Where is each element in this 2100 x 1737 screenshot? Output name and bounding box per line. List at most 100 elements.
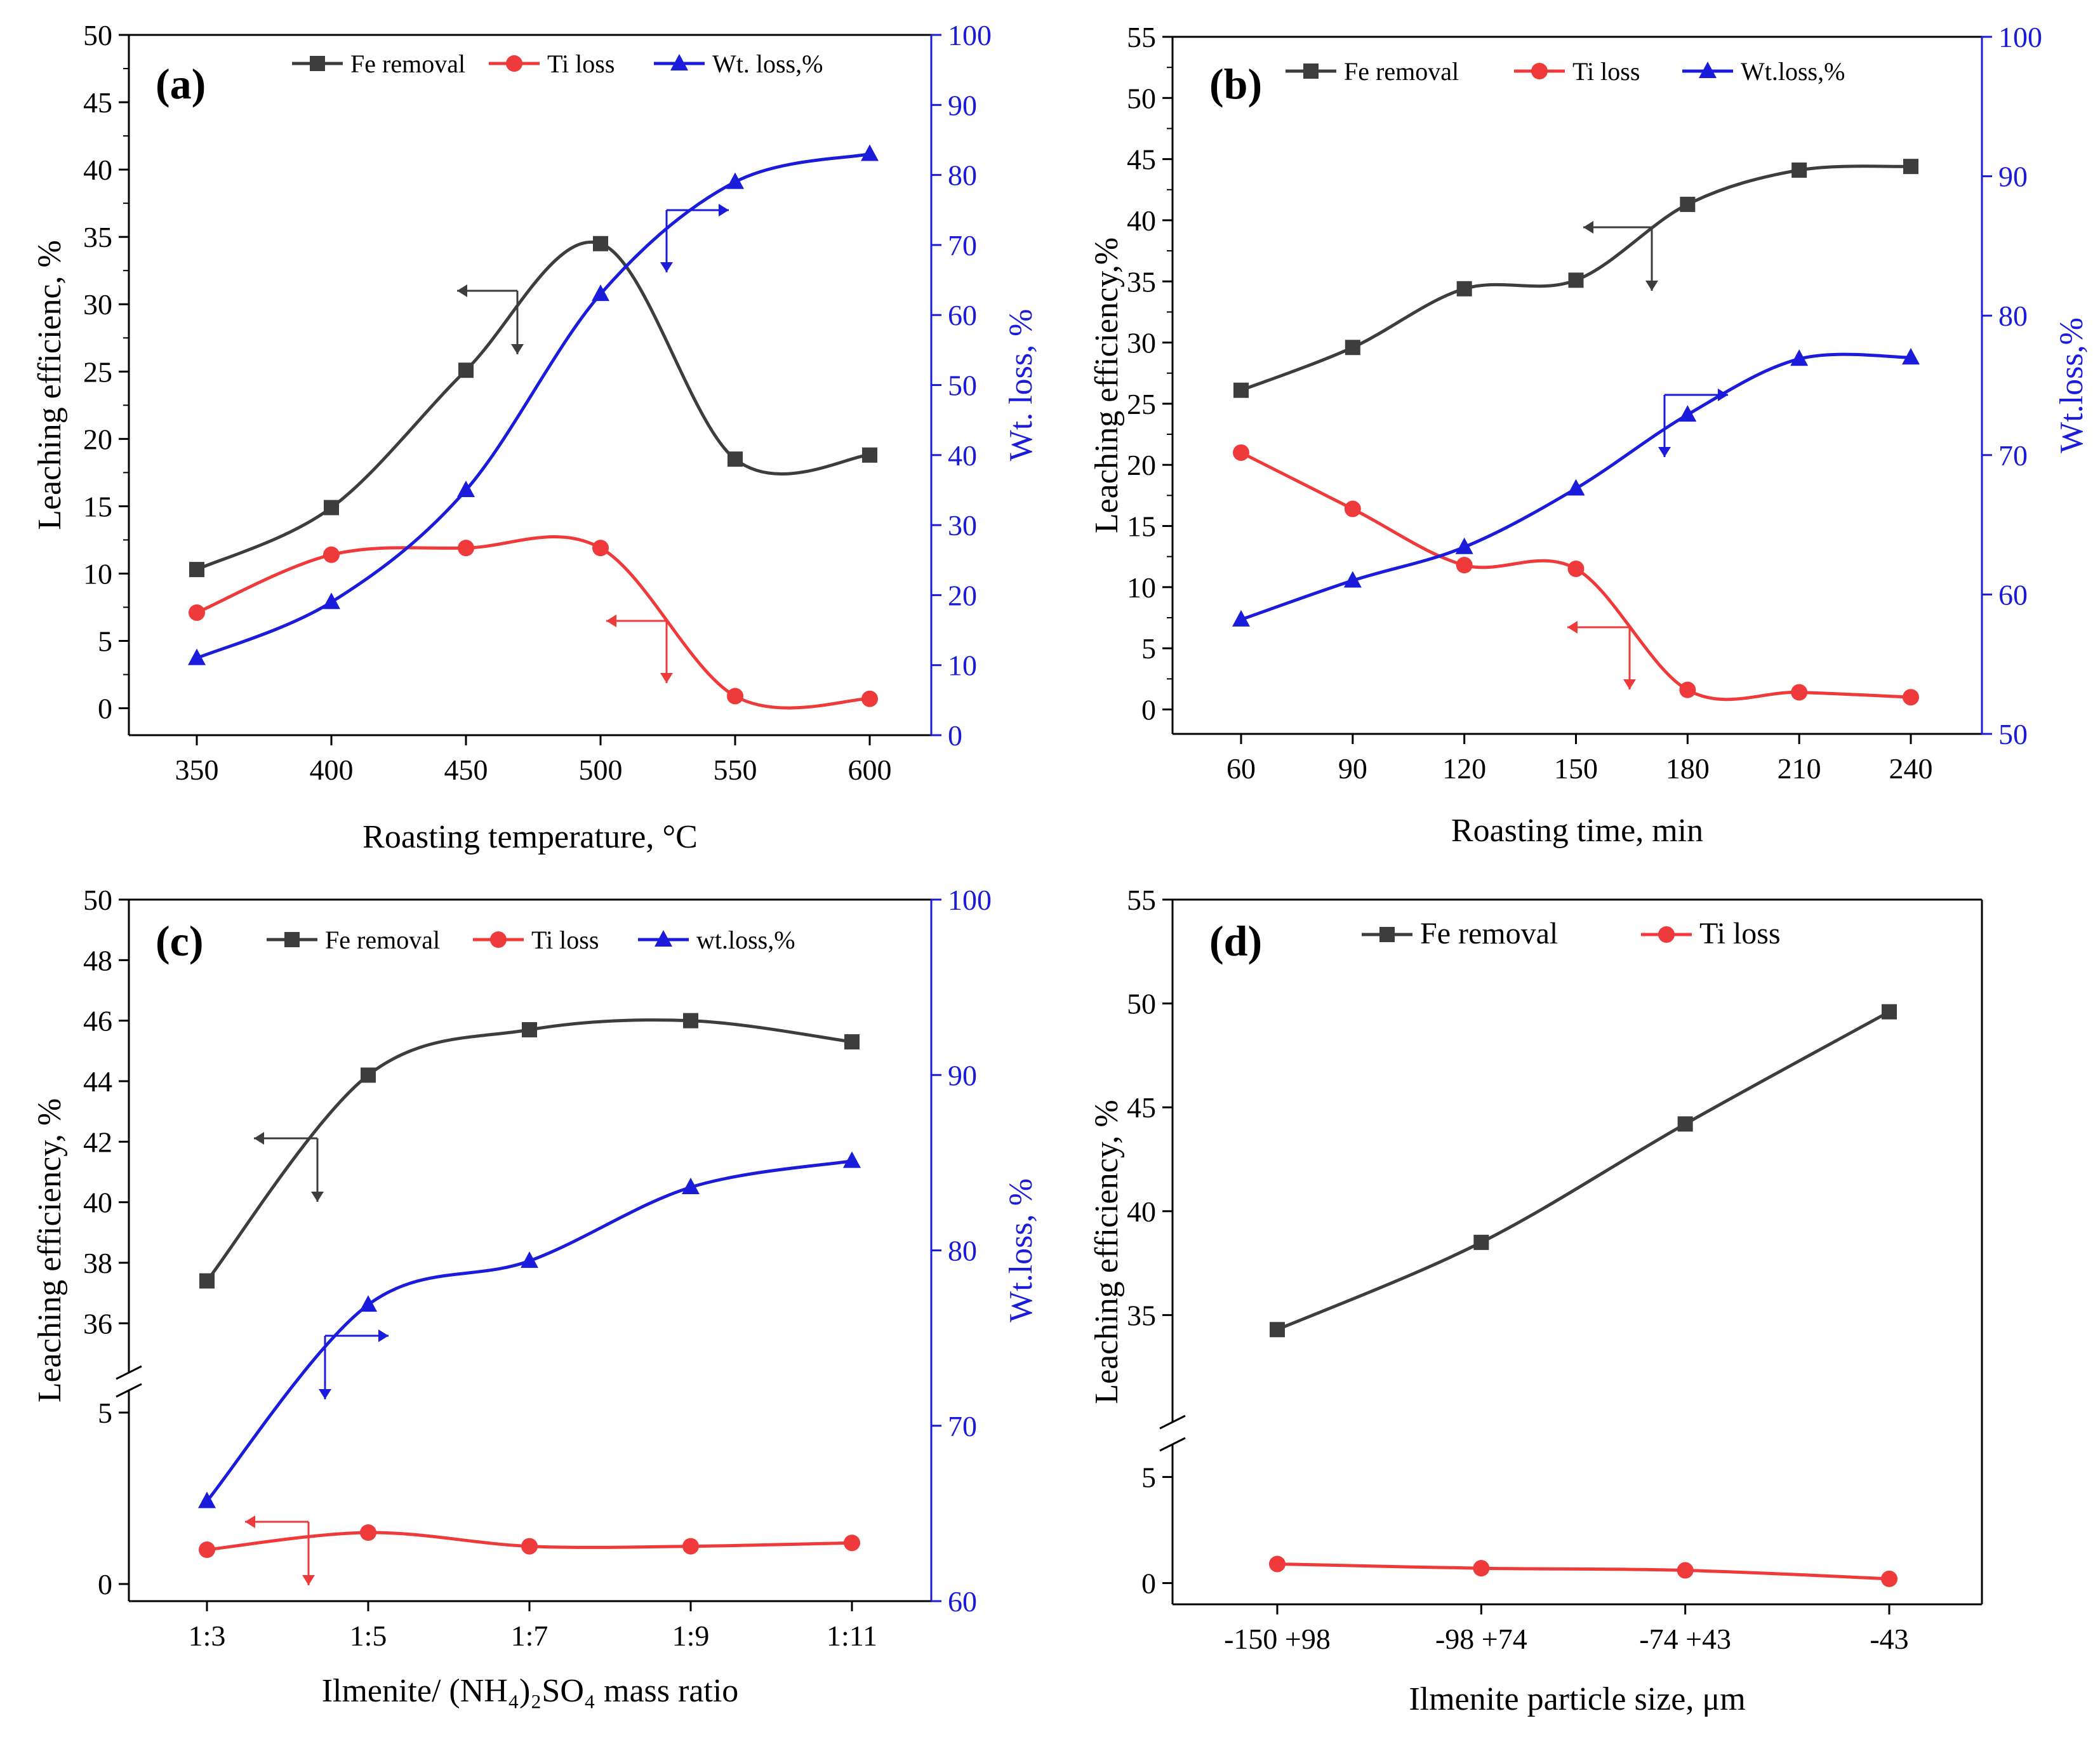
legend-red-marker bbox=[1531, 63, 1548, 79]
arrow-head bbox=[245, 1515, 255, 1528]
legend-black-marker bbox=[310, 56, 325, 71]
y-tick-label: 35 bbox=[1127, 1299, 1156, 1331]
data-point bbox=[1269, 1555, 1286, 1573]
data-point bbox=[682, 1178, 700, 1195]
y-axis-title: Leaching efficiency, % bbox=[32, 1098, 68, 1402]
y-axis-title: Leaching efficiency, % bbox=[1089, 1100, 1125, 1404]
y-tick-label: 10 bbox=[83, 557, 112, 590]
data-point bbox=[199, 1273, 215, 1289]
x-tick-label: 550 bbox=[714, 754, 757, 786]
y2-tick-label: 70 bbox=[948, 1410, 977, 1442]
data-point bbox=[1232, 609, 1250, 627]
data-point bbox=[324, 500, 339, 516]
y2-tick-label: 60 bbox=[948, 299, 977, 331]
x-tick-label: -74 +43 bbox=[1639, 1623, 1731, 1655]
series-line bbox=[1277, 1010, 1891, 1331]
y2-tick-label: 100 bbox=[948, 19, 992, 51]
y-tick-label: 50 bbox=[1127, 82, 1156, 114]
series-blue bbox=[198, 1151, 861, 1508]
panel-label: (b) bbox=[1209, 60, 1262, 108]
axes: 1:3 1:5 1:7 1:9 1:11 0 5 36 38 40 42 44 46 48 50 60 70 80… bbox=[32, 884, 1039, 1709]
data-point bbox=[1233, 382, 1249, 398]
axes: 350 400 450 500 550 6000510152025303540455001… bbox=[32, 19, 1039, 855]
arrow-head bbox=[1583, 221, 1593, 234]
legend-label: Wt.loss,% bbox=[1741, 57, 1845, 86]
y2-tick-label: 100 bbox=[1998, 21, 2042, 53]
y2-tick-label: 40 bbox=[948, 439, 977, 472]
panel-label: (d) bbox=[1209, 917, 1262, 965]
data-point bbox=[199, 1541, 215, 1558]
x-tick-label: 1:5 bbox=[350, 1620, 387, 1652]
legend-label: Fe removal bbox=[1344, 57, 1459, 86]
y-tick-label: 45 bbox=[1127, 1091, 1156, 1124]
legend-red-marker bbox=[506, 55, 522, 72]
legend-label: Fe removal bbox=[350, 50, 465, 78]
series-black bbox=[199, 1013, 860, 1289]
data-point bbox=[198, 1491, 216, 1508]
data-point bbox=[1677, 1562, 1694, 1579]
y2-tick-label: 80 bbox=[948, 1235, 977, 1267]
data-point bbox=[1567, 560, 1585, 577]
data-point bbox=[361, 1067, 376, 1083]
data-point bbox=[359, 1295, 377, 1312]
data-point bbox=[521, 1538, 538, 1555]
axes: 60 90 120 150 180 210 240 0 5 10 15 20 25 30 35 40 45 50 5… bbox=[1089, 21, 2090, 849]
arrow-head bbox=[302, 1575, 315, 1585]
y-tick-label: 5 bbox=[98, 625, 112, 658]
x-tick-label: 60 bbox=[1226, 752, 1256, 785]
axis-indicator-arrow bbox=[457, 284, 524, 354]
data-point bbox=[592, 284, 609, 302]
data-point bbox=[592, 540, 609, 557]
y-tick-label: 0 bbox=[98, 693, 112, 725]
y2-tick-label: 60 bbox=[1998, 578, 2028, 611]
arrow-head bbox=[660, 673, 673, 683]
data-point bbox=[862, 447, 877, 463]
panel-d: -150 +98 -98 +74 -74 +43 -43 0 5 35 40 45 50 55 Ilm… bbox=[1089, 884, 1983, 1717]
y-axis-title: Leaching efficienc, % bbox=[32, 240, 68, 530]
y-tick-label: 40 bbox=[1127, 1195, 1156, 1228]
y-tick-label: 25 bbox=[83, 356, 112, 388]
y2-tick-label: 90 bbox=[1998, 161, 2028, 193]
axis-indicator-arrow bbox=[254, 1132, 324, 1202]
y-tick-label: 5 bbox=[1141, 1461, 1156, 1493]
data-point bbox=[1679, 681, 1696, 698]
data-point bbox=[457, 480, 475, 497]
x-tick-label: -98 +74 bbox=[1435, 1623, 1527, 1655]
legend-red-marker bbox=[1658, 926, 1675, 943]
y-tick-label: 25 bbox=[1127, 388, 1156, 420]
axis-break-mark bbox=[1159, 1414, 1186, 1430]
y-tick-label: 15 bbox=[83, 490, 112, 522]
arrow-head bbox=[254, 1132, 264, 1145]
legend: Fe removal Ti loss wt.loss,% bbox=[267, 926, 795, 954]
y2-axis-title: Wt.loss, % bbox=[1003, 1178, 1039, 1322]
arrow-head bbox=[311, 1192, 324, 1202]
data-point bbox=[1902, 348, 1920, 365]
axes: -150 +98 -98 +74 -74 +43 -43 0 5 35 40 45 50 55 Ilm… bbox=[1089, 884, 1983, 1717]
y-tick-label: 36 bbox=[83, 1307, 112, 1340]
y2-tick-label: 0 bbox=[948, 719, 962, 752]
arrow-head bbox=[457, 284, 467, 297]
y-tick-label: 42 bbox=[83, 1126, 112, 1158]
y-tick-label: 50 bbox=[83, 19, 112, 51]
x-tick-label: -43 bbox=[1870, 1623, 1908, 1655]
y-tick-label: 10 bbox=[1127, 571, 1156, 604]
x-tick-label: 1:11 bbox=[827, 1620, 877, 1652]
axis-indicator-arrow bbox=[1658, 389, 1728, 457]
data-point bbox=[189, 562, 204, 578]
x-tick-label: 90 bbox=[1338, 752, 1367, 785]
y2-tick-label: 20 bbox=[948, 579, 977, 611]
legend: Fe removal Ti loss Wt.loss,% bbox=[1286, 57, 1845, 86]
data-point bbox=[1343, 571, 1362, 588]
axis-indicator-arrow bbox=[245, 1515, 315, 1585]
y-tick-label: 55 bbox=[1127, 884, 1156, 916]
x-axis-title: Ilmenite particle size, μm bbox=[1409, 1681, 1745, 1717]
series-line bbox=[206, 1018, 853, 1282]
y2-axis-title: Wt. loss, % bbox=[1003, 309, 1039, 462]
data-point bbox=[861, 144, 879, 161]
axis-break-mark bbox=[116, 1383, 142, 1398]
arrow-head bbox=[378, 1329, 389, 1342]
legend-blue-marker bbox=[655, 930, 672, 947]
series-line bbox=[206, 1159, 853, 1503]
data-point bbox=[1473, 1234, 1489, 1250]
axis-break-mark bbox=[1159, 1437, 1186, 1452]
